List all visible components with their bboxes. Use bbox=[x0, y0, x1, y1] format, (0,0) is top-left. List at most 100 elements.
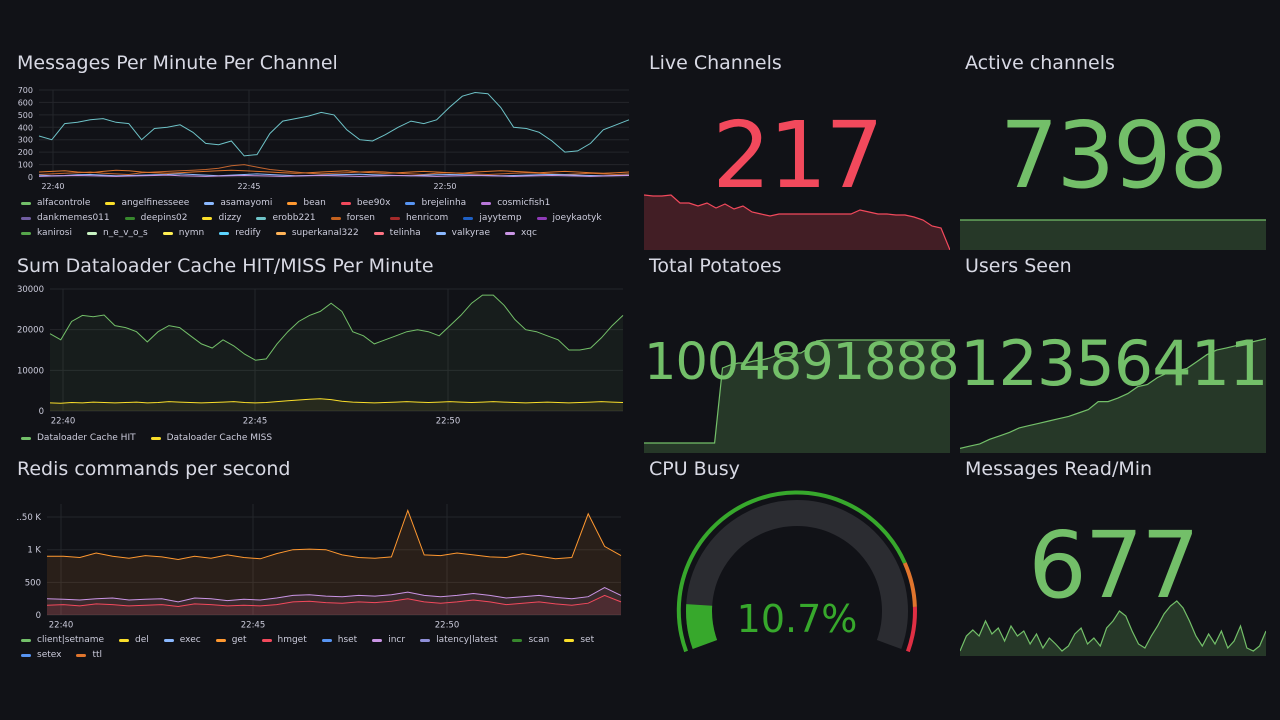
legend-item[interactable]: setex bbox=[21, 650, 61, 660]
legend-swatch bbox=[330, 216, 341, 220]
legend-label: nymn bbox=[178, 228, 205, 238]
legend-swatch bbox=[76, 653, 87, 657]
legend-item[interactable]: superkanal322 bbox=[275, 228, 359, 238]
legend-item[interactable]: alfacontrole bbox=[21, 198, 90, 208]
active-channels-sparkline bbox=[960, 219, 1266, 250]
series-line-dataloader-cache-hit[interactable] bbox=[49, 294, 624, 361]
legend-label: dizzy bbox=[218, 213, 242, 223]
dataloader-cache-chart[interactable]: 0 10000 20000 30000 22:40 22:45 22:50 bbox=[17, 285, 632, 460]
series-line-main[interactable] bbox=[38, 91, 630, 157]
legend-label: bean bbox=[303, 198, 326, 208]
legend-item[interactable]: ttl bbox=[76, 650, 102, 660]
legend-label: brejelinha bbox=[421, 198, 467, 208]
panel-title[interactable]: Redis commands per second bbox=[17, 458, 291, 480]
y-tick-label: 100 bbox=[18, 161, 33, 170]
series-line-background-d[interactable] bbox=[38, 174, 630, 177]
legend-label: setex bbox=[37, 650, 62, 660]
legend-item[interactable]: set bbox=[564, 635, 594, 645]
panel-title[interactable]: Users Seen bbox=[965, 255, 1072, 277]
legend-label: telinha bbox=[389, 228, 421, 238]
legend-item[interactable]: scan bbox=[512, 635, 549, 645]
messages-per-minute-chart[interactable]: 0 100 200 300 400 500 600 700 22:40 22:45 22:50 bbox=[17, 82, 632, 222]
series-line-get[interactable] bbox=[47, 509, 622, 561]
legend-item[interactable]: kanirosi bbox=[21, 228, 72, 238]
legend-label: jayytemp bbox=[479, 213, 522, 223]
gauge-threshold-red bbox=[906, 606, 917, 653]
legend-item[interactable]: dankmemes011 bbox=[21, 213, 110, 223]
y-tick-label: 0 bbox=[39, 407, 44, 417]
legend-item[interactable]: erobb221 bbox=[256, 213, 316, 223]
legend-item[interactable]: bean bbox=[287, 198, 326, 208]
y-tick-label: 300 bbox=[18, 136, 33, 145]
legend-item[interactable]: get bbox=[215, 635, 247, 645]
legend-item[interactable]: brejelinha bbox=[405, 198, 466, 208]
legend-swatch bbox=[124, 216, 135, 220]
legend-item[interactable]: hmget bbox=[261, 635, 307, 645]
chart-legend: alfacontrole angelfinesseee asamayomi bean b… bbox=[21, 198, 626, 238]
legend-item[interactable]: n_e_v_o_s bbox=[86, 228, 148, 238]
series-line-dataloader-cache-miss[interactable] bbox=[49, 398, 624, 404]
legend-item[interactable]: incr bbox=[372, 635, 405, 645]
x-tick-label: 22:50 bbox=[436, 417, 461, 427]
legend-label: xqc bbox=[520, 228, 537, 238]
legend-item[interactable]: Dataloader Cache MISS bbox=[150, 433, 272, 443]
legend-item[interactable]: nymn bbox=[162, 228, 205, 238]
panel-users-seen: Users Seen 12356411 bbox=[960, 255, 1269, 453]
legend-item[interactable]: cosmicfish1 bbox=[481, 198, 550, 208]
legend-swatch bbox=[405, 201, 416, 205]
series-line-incr[interactable] bbox=[46, 587, 622, 603]
panel-title[interactable]: Active channels bbox=[965, 52, 1115, 74]
legend-item[interactable]: joeykaotyk bbox=[536, 213, 602, 223]
panel-title[interactable]: Messages Read/Min bbox=[965, 458, 1153, 480]
legend-label: dankmemes011 bbox=[37, 213, 110, 223]
legend-swatch bbox=[21, 653, 31, 657]
legend-item[interactable]: bee90x bbox=[340, 198, 390, 208]
panel-active-channels: Active channels 7398 bbox=[960, 52, 1266, 250]
messages-read-sparkline bbox=[960, 600, 1266, 656]
legend-item[interactable]: redify bbox=[219, 228, 261, 238]
redis-commands-chart[interactable]: 0 500 1 K 1.50 K 22:40 22:45 22:50 bbox=[17, 488, 632, 663]
y-tick-label: 1 K bbox=[27, 546, 41, 556]
legend-item[interactable]: telinha bbox=[373, 228, 421, 238]
legend-item[interactable]: latency|latest bbox=[420, 635, 497, 645]
legend-item[interactable]: deepins02 bbox=[124, 213, 187, 223]
series-line-background-a[interactable] bbox=[38, 164, 630, 176]
x-tick-label: 22:50 bbox=[433, 182, 456, 191]
legend-item[interactable]: jayytemp bbox=[463, 213, 522, 223]
legend-item[interactable]: client|setname bbox=[21, 635, 104, 645]
series-line-background-b[interactable] bbox=[38, 169, 630, 174]
legend-swatch bbox=[256, 216, 267, 220]
panel-redis-commands: Redis commands per second 0 500 1 K 1.50 K 2… bbox=[17, 458, 632, 660]
legend-label: set bbox=[580, 635, 595, 645]
legend-swatch bbox=[372, 638, 383, 642]
legend-item[interactable]: valkyrae bbox=[435, 228, 490, 238]
y-tick-label: 1.50 K bbox=[17, 513, 41, 523]
legend-item[interactable]: Dataloader Cache HIT bbox=[21, 433, 136, 443]
sparkline-area bbox=[960, 601, 1266, 656]
legend-item[interactable]: xqc bbox=[504, 228, 537, 238]
legend-item[interactable]: dizzy bbox=[202, 213, 241, 223]
legend-item[interactable]: angelfinesseee bbox=[105, 198, 189, 208]
panel-title[interactable]: Live Channels bbox=[649, 52, 782, 74]
legend-item[interactable]: asamayomi bbox=[204, 198, 272, 208]
panel-title[interactable]: Total Potatoes bbox=[649, 255, 782, 277]
panel-title[interactable]: Sum Dataloader Cache HIT/MISS Per Minute bbox=[17, 255, 434, 277]
panel-title[interactable]: CPU Busy bbox=[649, 458, 740, 480]
legend-label: client|setname bbox=[37, 635, 105, 645]
series-line-background-c[interactable] bbox=[38, 173, 630, 177]
series-line-hmget[interactable] bbox=[46, 594, 622, 608]
legend-label: scan bbox=[528, 635, 550, 645]
legend-item[interactable]: henricom bbox=[389, 213, 448, 223]
panel-title[interactable]: Messages Per Minute Per Channel bbox=[17, 52, 338, 74]
legend-item[interactable]: forsen bbox=[330, 213, 375, 223]
legend-item[interactable]: exec bbox=[163, 635, 201, 645]
legend-label: joeykaotyk bbox=[552, 213, 602, 223]
legend-swatch bbox=[150, 436, 161, 440]
gauge-track bbox=[686, 500, 908, 649]
total-potatoes-sparkline bbox=[644, 339, 950, 453]
legend-swatch bbox=[287, 201, 298, 205]
legend-item[interactable]: del bbox=[119, 635, 149, 645]
legend-label: hset bbox=[337, 635, 358, 645]
legend-item[interactable]: hset bbox=[321, 635, 358, 645]
legend-swatch bbox=[119, 638, 130, 642]
